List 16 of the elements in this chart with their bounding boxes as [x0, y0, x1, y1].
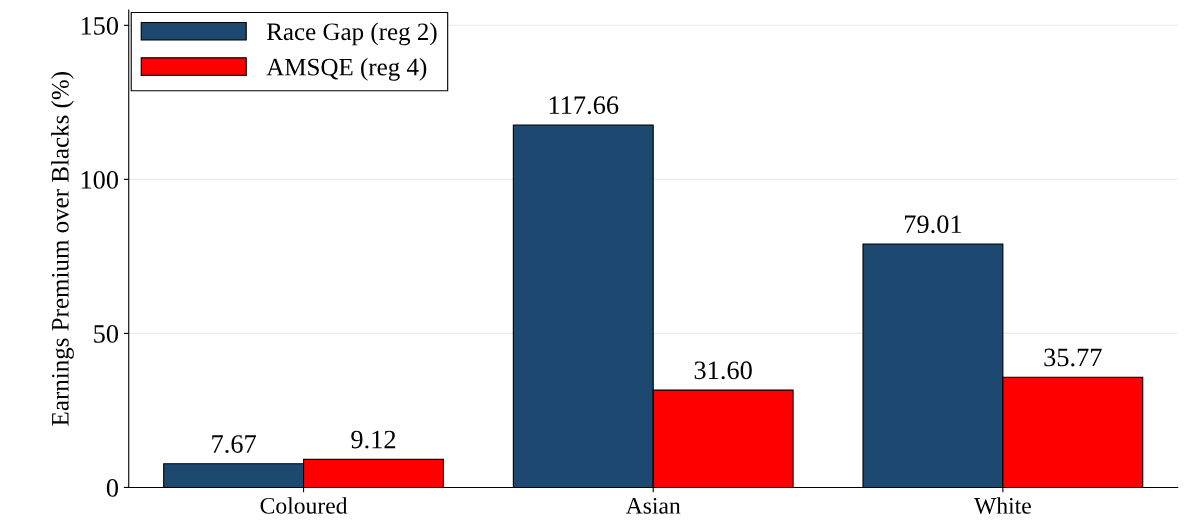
y-tick-label: 0: [106, 479, 119, 497]
x-tick-label: Coloured: [260, 497, 348, 514]
x-tick-label: Asian: [625, 497, 681, 514]
data-label: 9.12: [351, 430, 396, 449]
y-tick-label: 50: [94, 325, 119, 343]
x-tick-label: White: [974, 497, 1031, 514]
data-label: 7.67: [212, 435, 256, 454]
data-label: 31.60: [694, 361, 752, 380]
y-tick-label: 150: [81, 16, 119, 35]
legend-label: Race Gap (reg 2): [266, 22, 437, 46]
data-label: 35.77: [1044, 348, 1102, 367]
y-tick-label: 100: [81, 170, 119, 189]
legend-label: AMSQE (reg 4): [266, 57, 427, 81]
data-label: 79.01: [904, 215, 962, 234]
y-axis-title: Earnings Premium over Blacks (%): [51, 72, 74, 426]
data-label: 117.66: [549, 96, 619, 115]
